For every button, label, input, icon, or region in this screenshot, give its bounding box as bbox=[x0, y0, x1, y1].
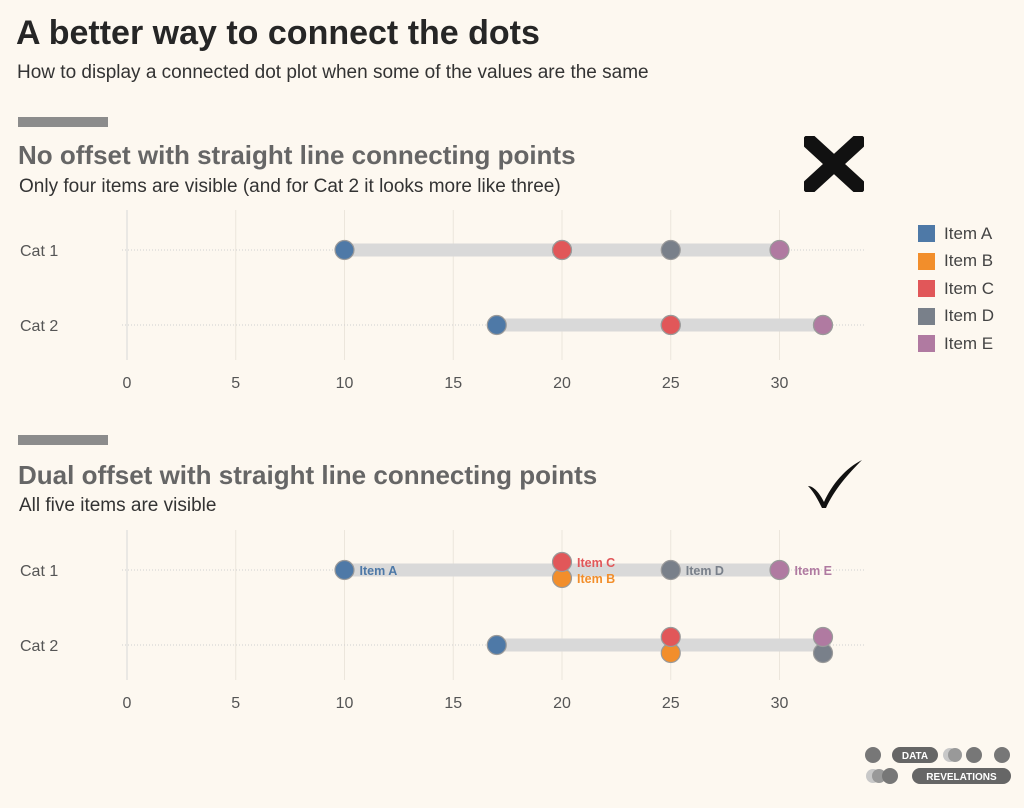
data-revelations-logo: DATA REVELATIONS bbox=[865, 747, 1011, 784]
category-label: Cat 2 bbox=[20, 318, 58, 335]
x-tick-label: 0 bbox=[123, 375, 132, 392]
data-point-item-c bbox=[551, 239, 573, 261]
data-point-item-c bbox=[551, 551, 573, 573]
chart-2: 0 5 10 15 20 25 30 Cat 1 Item A Item B Item C Item … bbox=[20, 530, 865, 712]
data-point-item-e bbox=[769, 239, 790, 261]
check-icon bbox=[808, 460, 862, 508]
data-point-item-c bbox=[660, 314, 681, 336]
legend-item: Item D bbox=[918, 303, 994, 331]
legend-label: Item D bbox=[944, 306, 995, 326]
legend-label: Item E bbox=[944, 333, 994, 353]
data-point-item-e bbox=[812, 314, 834, 336]
x-tick-label: 15 bbox=[444, 695, 462, 712]
x-tick-label: 5 bbox=[231, 695, 240, 712]
chart-1-subtitle: Only four items are visible (and for Cat… bbox=[19, 176, 561, 197]
category-label: Cat 1 bbox=[20, 563, 58, 580]
chart-2-title: Dual offset with straight line connectin… bbox=[18, 460, 598, 490]
data-point-item-a bbox=[486, 314, 507, 336]
data-point-item-e bbox=[812, 626, 834, 648]
x-tick-label: 30 bbox=[771, 375, 789, 392]
x-tick-label: 0 bbox=[123, 695, 132, 712]
legend-item: Item B bbox=[918, 248, 994, 276]
x-tick-label: 10 bbox=[336, 375, 354, 392]
category-label: Cat 1 bbox=[20, 243, 58, 260]
point-label: Item A bbox=[360, 564, 398, 578]
x-tick-label: 25 bbox=[662, 695, 680, 712]
x-tick-label: 25 bbox=[662, 375, 680, 392]
page-subtitle: How to display a connected dot plot when… bbox=[17, 62, 649, 83]
data-point-item-a bbox=[334, 239, 355, 261]
cross-icon bbox=[804, 136, 864, 192]
legend-label: Item C bbox=[944, 278, 995, 298]
data-point-item-d bbox=[660, 239, 681, 261]
data-point-item-e bbox=[769, 559, 790, 581]
x-tick-label: 5 bbox=[231, 375, 240, 392]
legend-label: Item A bbox=[944, 223, 993, 243]
section-1-divider bbox=[18, 117, 108, 127]
point-label: Item E bbox=[795, 564, 833, 578]
legend-item: Item C bbox=[918, 275, 994, 303]
legend-swatch bbox=[918, 335, 935, 353]
data-point-item-a bbox=[334, 559, 355, 581]
legend-swatch bbox=[918, 280, 935, 298]
chart-1-title: No offset with straight line connecting … bbox=[18, 140, 576, 170]
chart-2-subtitle: All five items are visible bbox=[19, 495, 217, 516]
x-tick-label: 15 bbox=[444, 375, 462, 392]
category-label: Cat 2 bbox=[20, 638, 58, 655]
data-point-item-d bbox=[660, 559, 681, 581]
point-label: Item D bbox=[686, 564, 724, 578]
x-tick-label: 20 bbox=[553, 695, 571, 712]
page-title: A better way to connect the dots bbox=[16, 14, 540, 52]
x-tick-label: 20 bbox=[553, 375, 571, 392]
logo-text-revelations: REVELATIONS bbox=[926, 772, 997, 783]
x-tick-label: 30 bbox=[771, 695, 789, 712]
legend-swatch bbox=[918, 252, 935, 270]
data-point-item-c bbox=[660, 626, 681, 648]
chart-1: 0 5 10 15 20 25 30 Cat 1 Cat 2 bbox=[20, 210, 865, 392]
legend-item: Item E bbox=[918, 330, 994, 358]
data-point-item-a bbox=[486, 634, 507, 656]
legend-swatch bbox=[918, 225, 935, 243]
legend: Item A Item B Item C Item D Item E bbox=[918, 220, 994, 358]
x-tick-label: 10 bbox=[336, 695, 354, 712]
point-label: Item C bbox=[577, 556, 615, 570]
point-label: Item B bbox=[577, 572, 615, 586]
legend-label: Item B bbox=[944, 251, 994, 271]
legend-item: Item A bbox=[918, 220, 994, 248]
legend-swatch bbox=[918, 307, 935, 325]
logo-text-data: DATA bbox=[902, 751, 928, 762]
section-2-divider bbox=[18, 435, 108, 445]
